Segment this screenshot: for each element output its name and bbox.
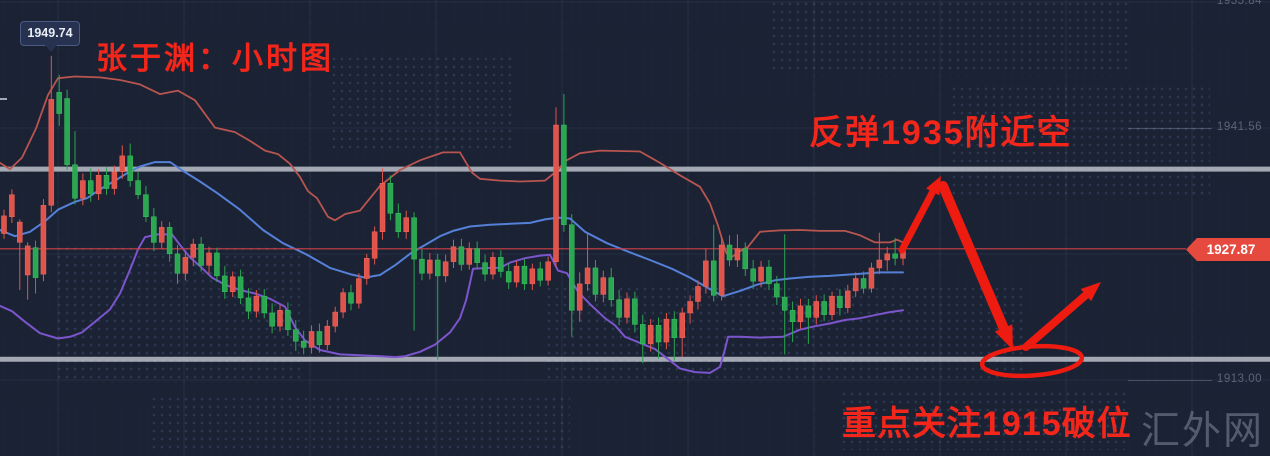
axis-tick <box>1128 380 1212 381</box>
axis-label-1955: 1955.84 <box>1216 0 1262 7</box>
sell-plan-annotation: 反弹1935附近空 <box>809 114 1073 152</box>
high-price-value: 1949.74 <box>27 26 73 40</box>
left-edge-tick <box>0 98 7 100</box>
chart-title-annotation: 张于渊：小时图 <box>96 41 334 76</box>
breakout-watch-annotation: 重点关注1915破位 <box>842 405 1132 443</box>
axis-label-1941: 1941.56 <box>1216 121 1262 133</box>
high-price-tooltip: 1949.74 <box>20 21 80 52</box>
current-price-tag: 1927.87 <box>1186 238 1270 261</box>
site-watermark: 汇外网 <box>1141 410 1265 453</box>
axis-label-1913: 1913.00 <box>1216 373 1262 385</box>
axis-tick <box>1128 128 1212 129</box>
current-price-value: 1927.87 <box>1206 242 1256 257</box>
price-axis[interactable] <box>1210 0 1270 456</box>
